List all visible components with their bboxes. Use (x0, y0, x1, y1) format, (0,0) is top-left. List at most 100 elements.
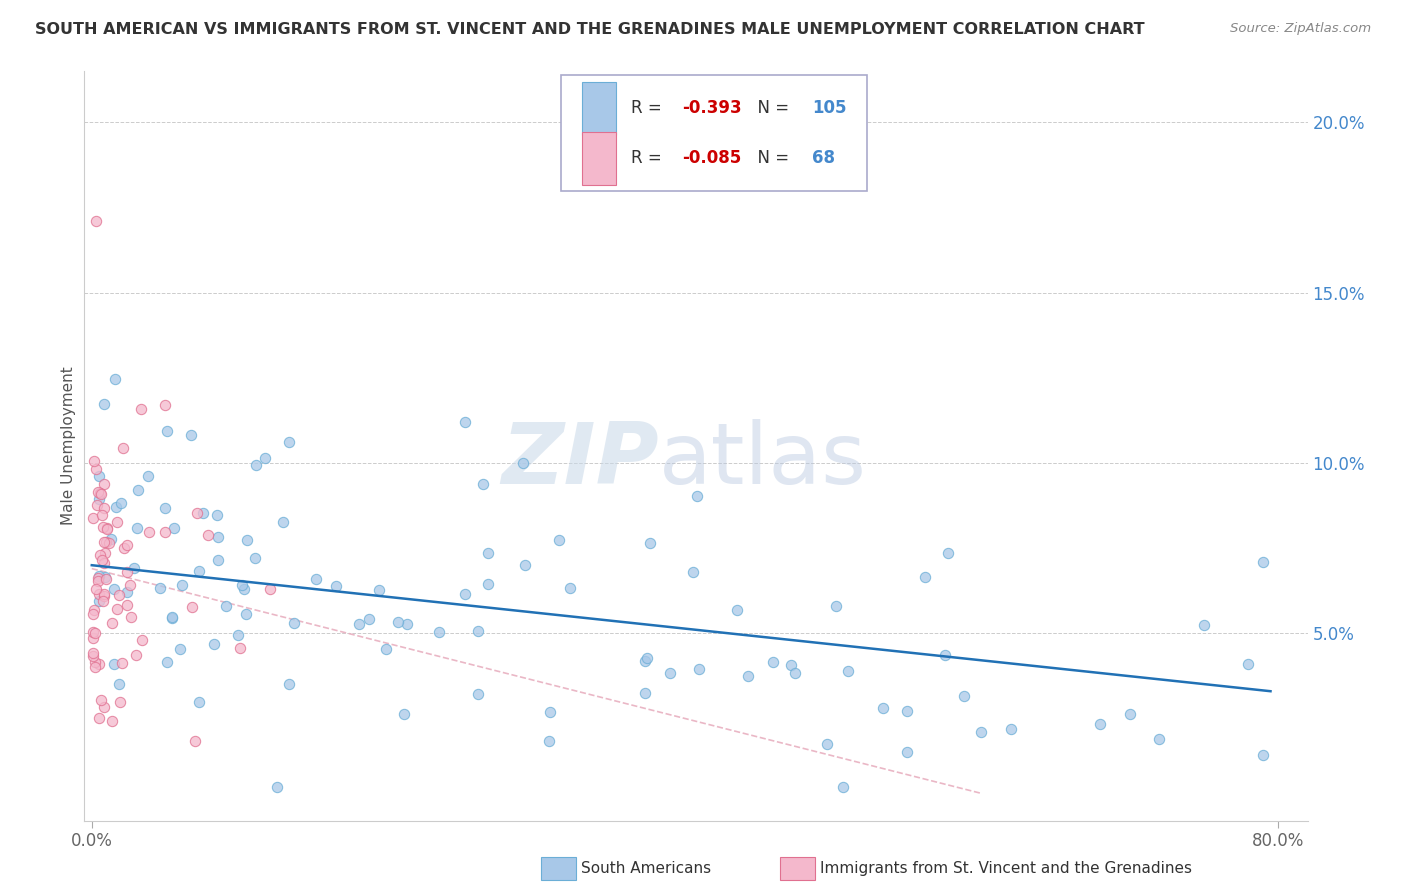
Point (193, 507, 215, 521)
Point (90, 487, 112, 501)
Text: Source: ZipAtlas.com: Source: ZipAtlas.com (1230, 22, 1371, 36)
Point (117, 598, 139, 612)
Point (1000, 723, 1022, 737)
Point (815, 738, 838, 752)
Point (233, 582, 256, 597)
Point (87, 657, 110, 671)
Point (155, 525, 177, 540)
Point (952, 690, 974, 704)
Text: Immigrants from St. Vincent and the Grenadines: Immigrants from St. Vincent and the Gren… (820, 862, 1192, 876)
Point (108, 676, 131, 690)
Point (104, 371, 127, 385)
Point (82, 607, 104, 622)
Point (277, 676, 299, 690)
Point (91, 520, 114, 534)
Point (84, 626, 107, 640)
Point (93, 534, 115, 549)
Point (1149, 731, 1171, 746)
Point (347, 617, 370, 632)
Point (538, 705, 561, 719)
Point (277, 435, 299, 450)
Point (120, 577, 142, 591)
Point (180, 428, 202, 442)
Point (725, 603, 748, 617)
Point (153, 500, 176, 515)
Point (120, 610, 142, 624)
Point (762, 655, 785, 669)
Point (93, 700, 115, 714)
Point (231, 578, 253, 592)
Point (207, 530, 229, 544)
Point (122, 561, 145, 575)
Point (235, 607, 257, 622)
Point (429, 624, 451, 639)
Point (89, 491, 111, 506)
FancyBboxPatch shape (582, 132, 616, 185)
Point (125, 521, 148, 535)
Point (105, 515, 128, 529)
Point (153, 398, 176, 412)
Text: 68: 68 (813, 149, 835, 168)
Point (640, 536, 662, 550)
Point (305, 572, 328, 586)
Point (90, 552, 112, 566)
Text: ZIP: ZIP (502, 419, 659, 502)
Text: -0.085: -0.085 (682, 149, 742, 168)
Point (392, 706, 415, 721)
Point (82, 647, 104, 661)
Point (454, 415, 477, 429)
Point (513, 558, 536, 573)
Point (87, 587, 110, 601)
Point (96, 522, 118, 536)
Point (160, 609, 183, 624)
Point (283, 616, 305, 631)
Point (914, 570, 936, 584)
Point (110, 496, 132, 510)
Text: R =: R = (631, 149, 666, 168)
Point (90, 692, 112, 706)
Point (454, 586, 477, 600)
Point (83, 603, 105, 617)
Point (111, 656, 134, 670)
Point (83, 453, 105, 467)
Point (737, 669, 759, 683)
Point (101, 615, 124, 630)
Point (197, 528, 219, 542)
Point (112, 541, 135, 556)
Point (94, 572, 117, 586)
Point (117, 585, 139, 599)
Point (94, 570, 117, 584)
Text: atlas: atlas (659, 419, 868, 502)
Point (84, 655, 107, 669)
Point (633, 654, 655, 668)
Point (934, 648, 956, 663)
Point (245, 458, 267, 472)
Point (108, 695, 131, 709)
Point (180, 599, 202, 614)
Point (367, 582, 389, 597)
Point (259, 582, 281, 597)
Point (254, 450, 277, 465)
Point (149, 582, 172, 596)
Text: SOUTH AMERICAN VS IMMIGRANTS FROM ST. VINCENT AND THE GRENADINES MALE UNEMPLOYME: SOUTH AMERICAN VS IMMIGRANTS FROM ST. VI… (35, 22, 1144, 37)
Point (156, 655, 179, 669)
Point (93, 589, 115, 603)
Point (101, 714, 124, 729)
Y-axis label: Male Unemployment: Male Unemployment (60, 367, 76, 525)
Point (111, 442, 134, 456)
Point (160, 611, 183, 625)
Point (89, 468, 111, 483)
Text: N =: N = (748, 149, 794, 168)
Point (93, 397, 115, 411)
Point (86, 498, 108, 512)
Point (467, 624, 489, 639)
Point (1237, 657, 1260, 671)
Point (87, 484, 110, 499)
Point (188, 564, 211, 578)
Point (936, 546, 959, 560)
Point (229, 640, 252, 655)
Point (93, 587, 115, 601)
Point (636, 651, 658, 665)
Point (1251, 555, 1274, 569)
Point (136, 468, 159, 483)
